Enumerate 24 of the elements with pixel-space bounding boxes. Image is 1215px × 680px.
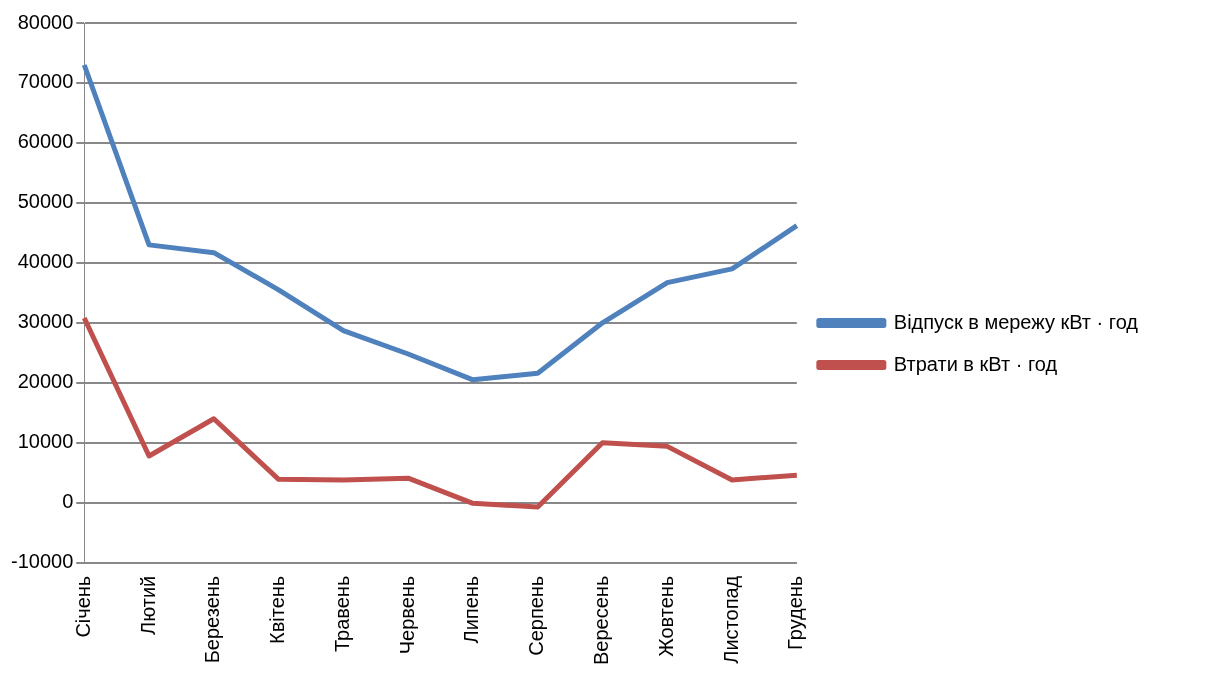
y-tick-label: 40000 xyxy=(17,250,74,273)
y-tick-label: 80000 xyxy=(17,10,74,33)
x-tick-label: Листопад xyxy=(719,575,742,664)
legend-label: Втрати в кВт · год xyxy=(893,352,1058,375)
y-tick-label: 0 xyxy=(62,490,74,513)
x-tick-label: Жовтень xyxy=(654,575,677,657)
legend-label: Відпуск в мережу кВт · год xyxy=(893,310,1139,333)
x-tick-label: Вересень xyxy=(590,575,613,665)
y-tick-label: 20000 xyxy=(17,370,74,393)
y-tick-label: 70000 xyxy=(17,70,74,93)
x-tick-label: Грудень xyxy=(784,575,807,650)
y-tick-label: 10000 xyxy=(17,430,74,453)
x-tick-label: Травень xyxy=(330,575,353,653)
y-tick-label: 30000 xyxy=(17,310,74,333)
y-tick-label: -10000 xyxy=(10,550,74,573)
x-tick-label: Червень xyxy=(395,575,418,655)
y-tick-label: 60000 xyxy=(17,130,74,153)
y-tick-label: 50000 xyxy=(17,190,74,213)
x-tick-label: Березень xyxy=(201,575,224,664)
x-tick-label: Липень xyxy=(460,575,483,644)
x-tick-label: Лютий xyxy=(136,575,159,635)
x-tick-label: Квітень xyxy=(266,575,289,644)
x-tick-label: Серпень xyxy=(525,575,548,656)
x-tick-label: Січень xyxy=(71,575,94,638)
